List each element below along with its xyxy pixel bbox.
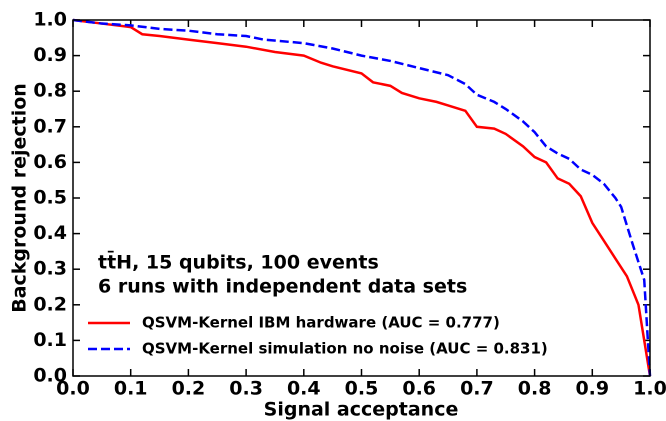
- plot-frame: [72, 19, 651, 377]
- y-tick-label: 0.8: [33, 80, 67, 102]
- y-axis-label: Background rejection: [9, 83, 31, 313]
- x-tick-label: 0.4: [287, 378, 321, 400]
- x-tick-label: 0.2: [172, 378, 206, 400]
- y-tick-label: 0.6: [33, 151, 67, 173]
- line: [72, 18, 652, 377]
- x-tick-label: 0.7: [460, 378, 494, 400]
- x-tick-label: 0.9: [575, 378, 609, 400]
- y-tick-label: 0.9: [33, 44, 67, 66]
- y-tick-label: 1.0: [33, 9, 67, 31]
- x-tick-label: 0.3: [229, 378, 263, 400]
- line: [72, 18, 652, 377]
- x-axis-label: Signal acceptance: [264, 399, 459, 421]
- y-tick-label: 0.0: [33, 365, 67, 387]
- y-tick-label: 0.5: [33, 187, 67, 209]
- legend-label: QSVM-Kernel simulation no noise (AUC = 0…: [142, 340, 548, 358]
- legend-label: QSVM-Kernel IBM hardware (AUC = 0.777): [142, 314, 500, 332]
- x-tick-label: 0.6: [402, 378, 436, 400]
- x-tick-label: 1.0: [633, 378, 666, 400]
- x-tick-label: 0.8: [518, 378, 552, 400]
- y-tick-label: 0.7: [33, 115, 67, 137]
- x-tick-label: 0.0: [56, 378, 90, 400]
- annotation: 6 runs with independent data sets: [98, 276, 467, 298]
- x-tick-label: 0.5: [345, 378, 379, 400]
- annotation: tt̄H, 15 qubits, 100 events: [98, 250, 379, 273]
- y-tick-label: 0.1: [33, 329, 67, 351]
- y-tick-label: 0.2: [33, 293, 67, 315]
- y-tick-label: 0.4: [33, 222, 67, 244]
- x-tick-label: 0.1: [114, 378, 148, 400]
- y-tick-label: 0.3: [33, 258, 67, 280]
